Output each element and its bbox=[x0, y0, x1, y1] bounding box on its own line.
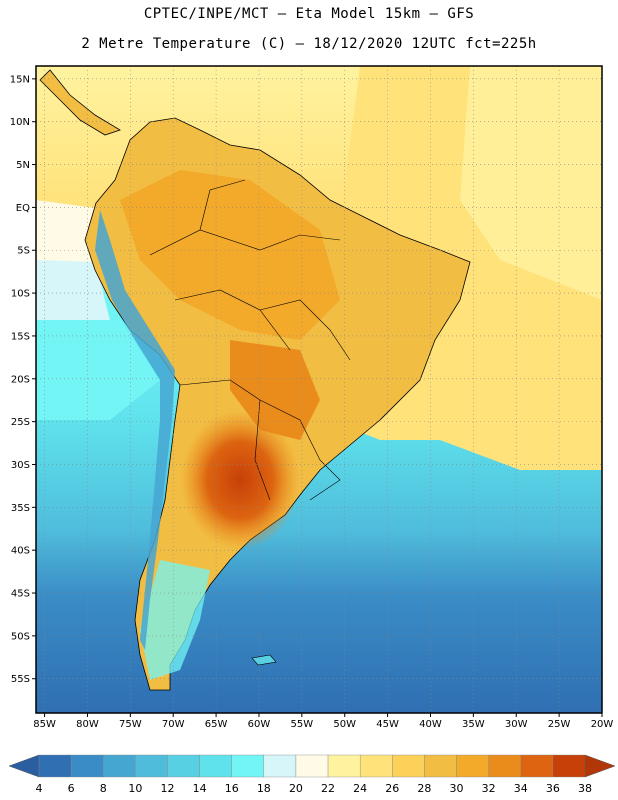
central-america-land bbox=[39, 69, 121, 136]
colorbar-swatch bbox=[231, 754, 265, 778]
colorbar: 4 6 8 10 12 14 16 18 20 22 24 26 28 30 32 34 36 38 bbox=[8, 754, 616, 795]
lat-tick-label: 15S bbox=[11, 331, 30, 342]
colorbar-swatch bbox=[327, 754, 361, 778]
colorbar-label: 36 bbox=[546, 782, 560, 795]
lat-tick-label: 5N bbox=[16, 160, 30, 171]
lat-tick-label: 10N bbox=[10, 117, 30, 128]
colorbar-swatch bbox=[70, 754, 104, 778]
colorbar-label: 12 bbox=[160, 782, 174, 795]
pacific-cyan-band bbox=[36, 320, 160, 420]
lon-tick-label: 65W bbox=[205, 719, 228, 730]
lat-tick-label: 45S bbox=[11, 589, 30, 600]
colorbar-label: 14 bbox=[193, 782, 207, 795]
pacific-light-band bbox=[36, 260, 110, 320]
pampas-hot-spot bbox=[180, 410, 300, 550]
lon-tick-label: 25W bbox=[548, 719, 571, 730]
colorbar-label: 16 bbox=[225, 782, 239, 795]
lat-tick-label: 40S bbox=[11, 546, 30, 557]
lat-tick-label: EQ bbox=[16, 203, 30, 214]
lat-tick-label: 35S bbox=[11, 503, 30, 514]
title-line-1: CPTEC/INPE/MCT – Eta Model 15km – GFS bbox=[143, 6, 475, 22]
colorbar-label: 24 bbox=[353, 782, 367, 795]
colorbar-label: 26 bbox=[385, 782, 399, 795]
lon-tick-label: 50W bbox=[333, 719, 356, 730]
colorbar-swatch bbox=[392, 754, 425, 778]
colorbar-swatch bbox=[295, 754, 329, 778]
lon-tick-label: 80W bbox=[76, 719, 99, 730]
lat-tick-label: 55S bbox=[11, 674, 30, 685]
colorbar-label: 22 bbox=[321, 782, 335, 795]
colorbar-label: 30 bbox=[450, 782, 464, 795]
colorbar-label: 20 bbox=[289, 782, 303, 795]
falkland-islands bbox=[251, 654, 277, 666]
lon-tick-label: 40W bbox=[419, 719, 442, 730]
patagonia-cool-region bbox=[140, 560, 210, 680]
colorbar-label: 4 bbox=[36, 782, 43, 795]
colorbar-swatch bbox=[38, 754, 72, 778]
amazon-warm-region bbox=[120, 170, 340, 340]
lat-tick-label: 20S bbox=[11, 374, 30, 385]
colorbar-label: 38 bbox=[578, 782, 592, 795]
lat-tick-label: 5S bbox=[17, 246, 30, 257]
lon-tick-label: 60W bbox=[248, 719, 271, 730]
lon-tick-label: 35W bbox=[462, 719, 485, 730]
colorbar-swatch bbox=[167, 754, 200, 778]
colorbar-label: 18 bbox=[257, 782, 271, 795]
colorbar-label: 34 bbox=[514, 782, 528, 795]
colorbar-label: 6 bbox=[68, 782, 75, 795]
lon-tick-label: 20W bbox=[591, 719, 614, 730]
lon-tick-label: 30W bbox=[505, 719, 528, 730]
colorbar-swatch bbox=[103, 754, 136, 778]
lon-tick-label: 75W bbox=[119, 719, 142, 730]
map-field bbox=[36, 66, 602, 713]
lon-tick-label: 70W bbox=[162, 719, 185, 730]
colorbar-label: 28 bbox=[417, 782, 431, 795]
colorbar-swatch bbox=[359, 754, 393, 778]
latitude-axis: 15N 10N 5N EQ 5S 10S 15S 20S 25S 30S 35S 40S 45S 50S 5… bbox=[10, 74, 36, 685]
lon-tick-label: 55W bbox=[291, 719, 314, 730]
map-frame bbox=[35, 65, 603, 714]
colorbar-swatch bbox=[263, 754, 297, 778]
longitude-axis: 85W 80W 75W 70W 65W 60W 55W 50W 45W 40W 35W 30W 25W 2… bbox=[33, 713, 613, 730]
colorbar-label: 10 bbox=[128, 782, 142, 795]
lat-tick-label: 30S bbox=[11, 460, 30, 471]
colorbar-left-arrow-icon bbox=[8, 754, 40, 778]
andes-cold-stripe bbox=[95, 210, 175, 650]
colorbar-swatch bbox=[488, 754, 521, 778]
lon-tick-label: 45W bbox=[376, 719, 399, 730]
colorbar-swatch bbox=[520, 754, 554, 778]
colorbar-label: 8 bbox=[100, 782, 107, 795]
atlantic-cool-patch bbox=[460, 66, 602, 300]
colorbar-right-arrow-icon bbox=[584, 754, 616, 778]
lat-tick-label: 10S bbox=[11, 289, 30, 300]
colorbar-swatch bbox=[456, 754, 489, 778]
lon-tick-label: 85W bbox=[33, 719, 56, 730]
lat-tick-label: 25S bbox=[11, 417, 30, 428]
lat-tick-label: 50S bbox=[11, 631, 30, 642]
colorbar-swatch bbox=[135, 754, 168, 778]
colorbar-label: 32 bbox=[482, 782, 496, 795]
colorbar-swatch bbox=[424, 754, 457, 778]
colorbar-swatch bbox=[199, 754, 232, 778]
colorbar-swatch bbox=[552, 754, 586, 778]
lat-tick-label: 15N bbox=[10, 74, 30, 85]
title-line-2: 2 Metre Temperature (C) – 18/12/2020 12U… bbox=[81, 36, 537, 52]
